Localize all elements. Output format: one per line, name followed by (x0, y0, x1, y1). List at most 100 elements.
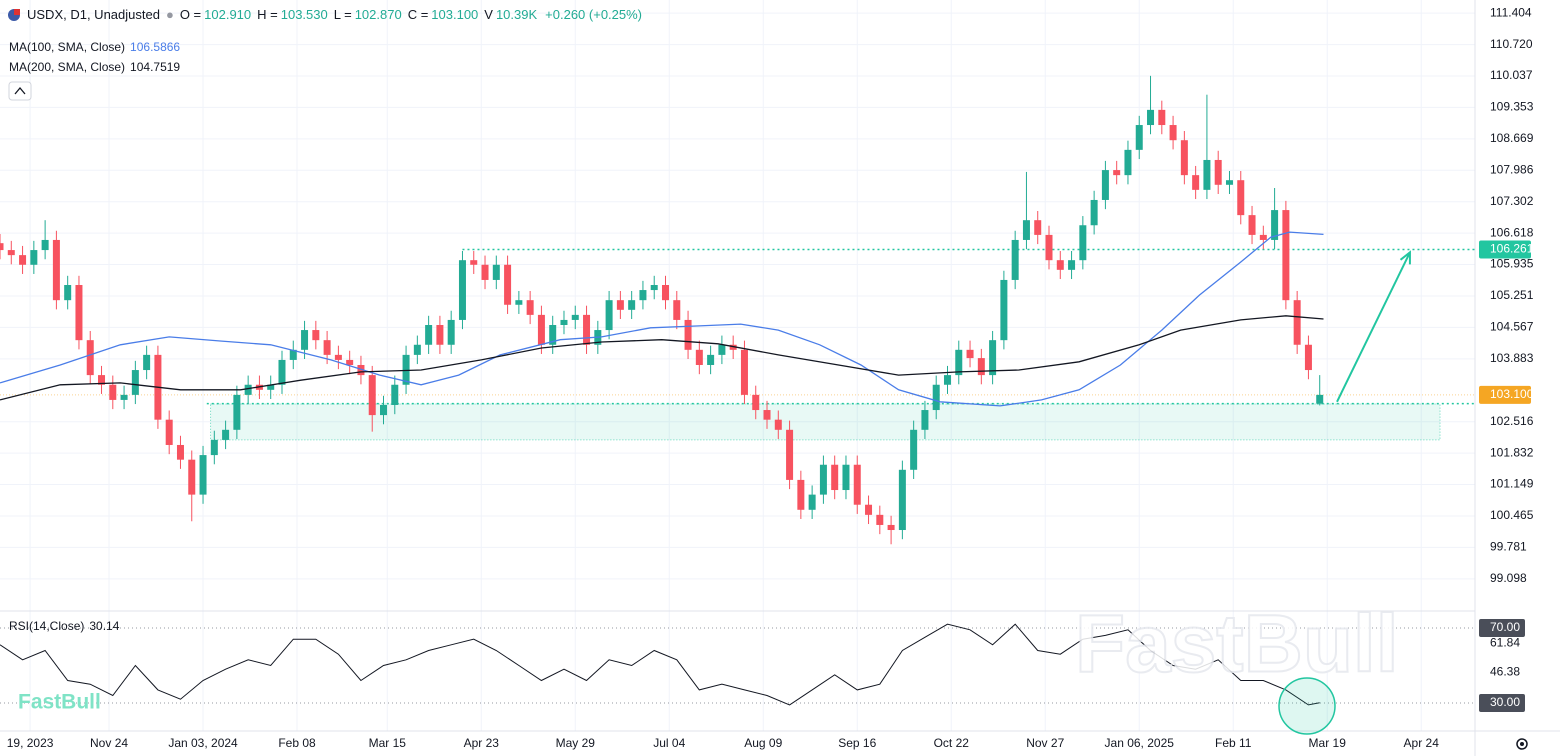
x-tick-label: Nov 24 (90, 736, 128, 750)
ma100-legend: MA(100, SMA, Close) 106.5866 (9, 40, 180, 54)
y-tick-label: 107.986 (1490, 162, 1534, 176)
ohlc-value: 103.530 (281, 7, 328, 22)
candle-body (267, 384, 275, 390)
candle-body (86, 340, 94, 376)
candle-body (549, 324, 557, 345)
candle-body (1169, 125, 1177, 141)
candle-body (921, 410, 929, 430)
candle-body (955, 349, 963, 376)
y-tick-label: 110.720 (1490, 37, 1533, 51)
candle-body (1180, 140, 1188, 176)
candle-body (0, 243, 4, 251)
moving-average (0, 231, 1324, 407)
y-tick-label: 103.883 (1490, 351, 1534, 365)
candle-body (774, 419, 782, 430)
candle-body (492, 264, 500, 280)
candle-body (210, 439, 218, 456)
candle-body (752, 394, 760, 411)
watermark-small: FastBull (18, 691, 101, 714)
candle-body (323, 340, 331, 355)
settings-icon (1516, 738, 1528, 750)
candle-body (932, 384, 940, 411)
candle-body (334, 354, 342, 360)
candle-body (75, 285, 83, 341)
x-tick-label: Apr 24 (1404, 736, 1440, 750)
candle-body (1068, 260, 1076, 270)
y-tick-label: 99.781 (1490, 540, 1527, 554)
settings-button[interactable] (1516, 738, 1528, 750)
candle-body (120, 394, 128, 400)
x-tick-label: Mar 15 (369, 736, 407, 750)
x-tick-label: Oct 22 (934, 736, 970, 750)
candle-body (718, 344, 726, 355)
candle-body (865, 504, 873, 515)
candle-body (7, 250, 15, 256)
candle-body (797, 479, 805, 510)
ohlc-value: 10.39K (496, 7, 538, 22)
candle-body (1304, 344, 1312, 371)
candle-body (661, 285, 669, 301)
symbol: USDX, D1, Unadjusted (27, 7, 160, 22)
candle-body (616, 300, 624, 310)
candle-body (425, 324, 433, 345)
candle-body (1203, 159, 1211, 190)
candle-body (391, 384, 399, 405)
candle-body (64, 285, 72, 301)
ohlc-value: 102.870 (355, 7, 402, 22)
candle-body (98, 375, 106, 385)
ohlc-label: O = (180, 7, 201, 22)
candle-body (458, 260, 466, 320)
axes: 19, 2023 Nov 24 Jan 03, 2024 Feb 08 Mar 15 Ap… (7, 5, 1534, 750)
candle-body (1124, 149, 1132, 176)
candle-body (1090, 199, 1098, 226)
candle-body (1237, 180, 1245, 216)
candle-body (244, 384, 252, 395)
arrow-head (1399, 250, 1411, 265)
candle-body (1011, 239, 1019, 280)
y-tick-label: 107.302 (1490, 194, 1534, 208)
candle-body (1056, 260, 1064, 270)
collapse-button[interactable] (8, 81, 32, 101)
y-tick-label: 105.935 (1490, 257, 1534, 271)
rsi-tick-label: 61.84 (1490, 635, 1520, 649)
candle-body (131, 370, 139, 395)
y-tick-label: 109.353 (1490, 100, 1534, 114)
ma-name: MA(200, SMA, Close) (9, 60, 125, 74)
rsi-level-box (1479, 618, 1525, 637)
candle-body (199, 455, 207, 495)
candle-body (1225, 180, 1233, 185)
ohlc-label: H = (257, 7, 278, 22)
plot (0, 75, 1475, 706)
candle-body (740, 349, 748, 395)
y-tick-label: 99.098 (1490, 571, 1527, 585)
watermark-large: FastBull (1075, 599, 1398, 690)
candle-body (1192, 175, 1200, 190)
candle-body (1045, 234, 1053, 261)
x-tick-label: Apr 23 (464, 736, 500, 750)
rsi-name: RSI(14,Close) (9, 619, 84, 633)
candle-body (312, 330, 320, 341)
candle-body (52, 239, 60, 301)
rsi-tick-label: 30.00 (1490, 695, 1520, 709)
candle-body (684, 319, 692, 350)
candle-body (1282, 210, 1290, 301)
ohlc-value: 103.100 (431, 7, 478, 22)
candle-body (526, 300, 534, 315)
ohlc-value: 102.910 (204, 7, 251, 22)
candle-body (1248, 215, 1256, 235)
header: USDX, D1, Unadjusted ● O = 102.910 H = 103.53… (8, 7, 642, 633)
candle-body (786, 429, 794, 480)
candle-body (729, 344, 737, 350)
x-tick-label: Sep 16 (838, 736, 876, 750)
y-tick-label: 102.516 (1490, 414, 1534, 428)
ma-value: 104.7519 (130, 60, 180, 74)
highlight-circle (1278, 677, 1336, 735)
ma200-legend: MA(200, SMA, Close) 104.7519 (9, 60, 180, 74)
candle-body (413, 344, 421, 355)
rsi-tick-label: 46.38 (1490, 664, 1520, 678)
candle-body (233, 394, 241, 430)
candle-body (605, 300, 613, 331)
